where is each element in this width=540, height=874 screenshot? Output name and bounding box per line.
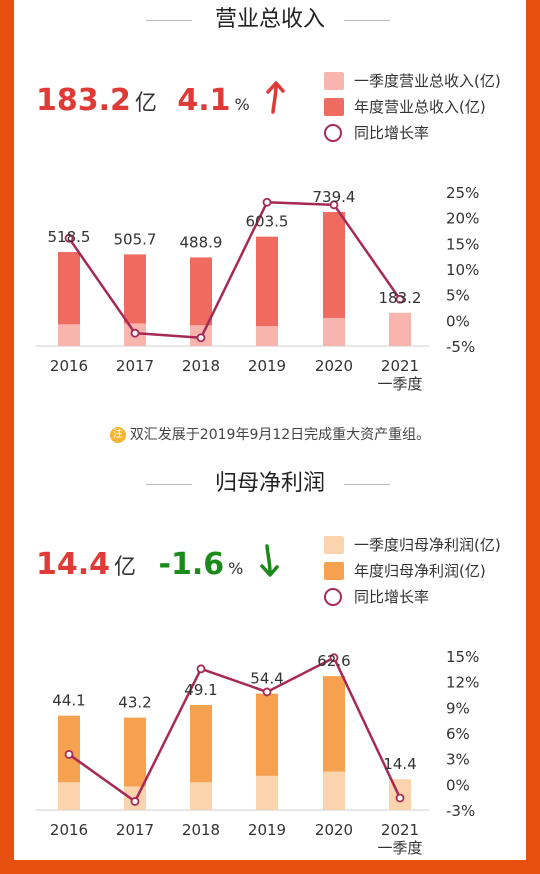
arrow-up-icon [266,81,285,114]
profit-x-tick-label: 2019 [248,821,286,839]
legend-item-growth-rate: 同比增长率 [322,120,501,146]
profit-data-label: 54.4 [250,670,283,688]
revenue-title: 营业总收入 [14,6,526,34]
profit-x-tick-label: 2018 [182,821,220,839]
profit-data-label: 44.1 [52,692,85,710]
revenue-headline-unit: 亿 [134,91,157,116]
revenue-chart: 518.5 505.7 488.9 603.5 739.4 183.2 2016 2017 20… [36,184,479,393]
revenue-headline: 183.2 亿 4.1% [36,80,286,118]
profit-x-tick-label: 2016 [50,821,88,839]
profit-headline-unit: 亿 [114,555,137,580]
legend-item-q1-profit: 一季度归母净利润(亿) [322,532,501,558]
legend-item-q1-revenue: 一季度营业总收入(亿) [322,68,501,94]
revenue-growth-point [262,197,272,207]
profit-section: 归母净利润 14.4 亿 -1.6% 一季度归母净利润(亿) 年度归母净利润(亿)… [14,466,526,860]
profit-x-tick-label: 2017 [116,821,154,839]
profit-right-tick-label: 9% [446,699,470,717]
note-icon: 注 [109,427,126,443]
revenue-data-label: 488.9 [180,233,223,251]
revenue-x-tick-label: 2016 [50,357,88,375]
revenue-x-tick-label: 2019 [248,357,286,375]
profit-title: 归母净利润 [14,470,526,498]
revenue-growth-point [329,200,339,210]
profit-growth-line [68,656,402,803]
revenue-section: 营业总收入 183.2 亿 4.1% 一季度营业总收入(亿) 年度营业总收入(亿)… [14,0,526,460]
revenue-growth-point [130,328,140,338]
revenue-bar-annual [323,212,345,346]
profit-bar-q1 [323,771,345,810]
profit-data-label: 14.4 [383,755,416,773]
legend-item-annual-revenue: 年度营业总收入(亿) [322,94,501,120]
profit-x-tick-label: 2021 [381,821,419,839]
revenue-x-tick-label: 2017 [116,357,154,375]
revenue-right-tick-label: -5% [446,338,475,356]
revenue-headline-value: 183.2 [36,83,131,118]
revenue-data-label: 505.7 [114,230,157,248]
profit-right-tick-label: 3% [446,751,470,769]
revenue-legend: 一季度营业总收入(亿) 年度营业总收入(亿) 同比增长率 [322,68,501,146]
arrow-down-icon [260,544,279,577]
profit-growth-point [64,749,74,759]
profit-growth-point [196,664,206,674]
legend-item-annual-profit: 年度归母净利润(亿) [322,558,501,584]
revenue-right-tick-label: 10% [446,261,479,279]
profit-data-label: 49.1 [184,681,217,699]
revenue-x-tick-label: 2020 [315,357,353,375]
profit-data-label: 43.2 [118,694,151,712]
restructuring-note: 注双汇发展于2019年9月12日完成重大资产重组。 [14,424,526,444]
revenue-data-label: 739.4 [313,188,356,206]
revenue-right-tick-label: 5% [446,287,470,305]
profit-bar-q1 [190,782,212,810]
revenue-data-label: 603.5 [246,213,289,231]
revenue-x-tick-label: 一季度 [377,375,422,393]
profit-right-tick-label: -3% [446,802,475,820]
revenue-bar-annual [58,252,80,346]
profit-legend: 一季度归母净利润(亿) 年度归母净利润(亿) 同比增长率 [322,532,501,610]
revenue-bar-q1 [256,326,278,346]
profit-growth-point [130,797,140,806]
revenue-bar-q1 [323,317,345,346]
revenue-right-tick-label: 0% [446,312,470,330]
legend-item-profit-growth-rate: 同比增长率 [322,584,501,610]
profit-bar-q1 [58,782,80,810]
profit-growth-point [395,793,405,803]
revenue-growth-point [395,294,405,304]
revenue-x-tick-label: 2018 [182,357,220,375]
revenue-growth-line [67,201,402,340]
profit-chart: 44.1 43.2 49.1 54.4 62.6 14.4 2016 2017 2018 2019… [36,648,479,857]
revenue-headline-growth: 4.1 [177,83,231,118]
revenue-bar-q1 [389,312,411,346]
profit-data-label: 62.6 [317,652,350,670]
revenue-right-tick-label: 25% [446,184,479,202]
profit-headline: 14.4 亿 -1.6% [36,544,280,582]
revenue-x-tick-label: 2021 [381,357,419,375]
revenue-bar-annual [256,236,278,346]
profit-headline-growth: -1.6 [158,547,225,582]
content-card: 营业总收入 183.2 亿 4.1% 一季度营业总收入(亿) 年度营业总收入(亿)… [14,0,526,860]
profit-growth-point [262,687,272,697]
profit-right-tick-label: 6% [446,725,470,743]
revenue-data-label: 183.2 [379,289,422,307]
profit-x-tick-label: 一季度 [377,839,422,857]
profit-right-tick-label: 0% [446,776,470,794]
profit-headline-value: 14.4 [36,547,111,582]
revenue-right-tick-label: 20% [446,210,479,228]
profit-right-tick-label: 15% [446,648,479,666]
revenue-bar-q1 [58,324,80,346]
profit-x-tick-label: 2020 [315,821,353,839]
profit-right-tick-label: 12% [446,674,479,692]
revenue-growth-point [196,333,206,343]
profit-headline-growth-unit: % [228,559,244,578]
revenue-growth-point [64,233,74,243]
revenue-headline-growth-unit: % [234,95,250,114]
revenue-data-label: 518.5 [48,228,91,246]
revenue-right-tick-label: 15% [446,235,479,253]
profit-bar-q1 [256,775,278,810]
profit-growth-point [329,653,339,663]
